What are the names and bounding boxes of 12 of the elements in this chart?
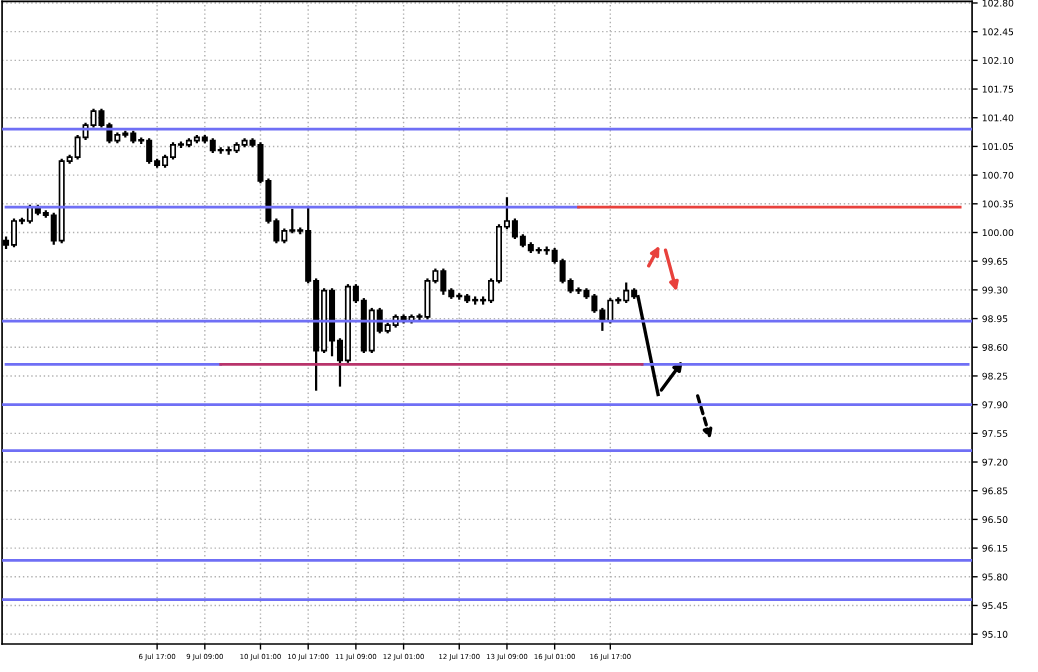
candlestick (26, 203, 33, 225)
candlestick (289, 207, 296, 235)
candlestick (440, 267, 447, 296)
candlestick (368, 306, 375, 355)
candlestick (511, 217, 518, 241)
candlestick (10, 217, 18, 249)
candlestick (591, 292, 598, 314)
candlestick (559, 257, 566, 285)
candlestick (607, 296, 614, 325)
candlestick (424, 277, 431, 321)
candlestick (623, 281, 630, 305)
candlestick (146, 137, 153, 165)
